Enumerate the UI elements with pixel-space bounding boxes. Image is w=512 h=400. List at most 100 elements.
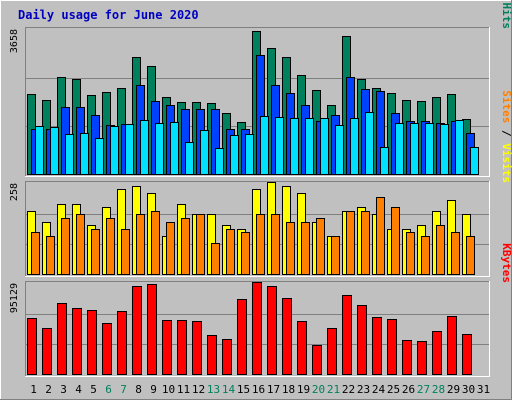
bar-kbytes-day-17 <box>267 286 277 375</box>
bar-sites-day-4 <box>76 214 85 275</box>
bar-kbytes-day-12 <box>192 321 202 375</box>
panel-1: 3658 Pages / Files / Hits <box>9 0 512 177</box>
bar-pages-day-4 <box>80 133 89 175</box>
bar-kbytes-day-25 <box>387 319 397 375</box>
bar-kbytes-day-10 <box>162 320 172 375</box>
day-label-7: 7 <box>120 383 127 396</box>
day-label-31: 31 <box>477 383 490 396</box>
day-label-8: 8 <box>135 383 142 396</box>
bar-sites-day-25 <box>391 207 400 275</box>
day-label-27: 27 <box>417 383 430 396</box>
day-label-11: 11 <box>177 383 190 396</box>
bar-kbytes-day-16 <box>252 282 262 375</box>
day-axis-labels: 1 2 3 4 5 6 7 8 9 10 11 12 13 14 15 16 17 18 19 20 21 22 23 24 2… <box>30 383 490 396</box>
day-label-21: 21 <box>327 383 340 396</box>
bar-sites-day-19 <box>301 222 310 275</box>
bar-kbytes-day-26 <box>402 340 412 375</box>
day-label-1: 1 <box>30 383 37 396</box>
bar-kbytes-day-21 <box>327 328 337 375</box>
day-label-24: 24 <box>372 383 386 396</box>
bar-pages-day-1 <box>35 126 44 175</box>
bar-pages-day-20 <box>320 118 329 175</box>
bar-kbytes-day-2 <box>42 328 52 375</box>
day-label-15: 15 <box>237 383 250 396</box>
bar-kbytes-day-13 <box>207 335 217 375</box>
bar-pages-day-26 <box>410 123 419 175</box>
bar-kbytes-day-27 <box>417 341 427 375</box>
bar-sites-day-6 <box>106 218 115 275</box>
day-label-4: 4 <box>75 383 82 396</box>
bar-pages-day-6 <box>110 126 119 175</box>
bar-kbytes-day-22 <box>342 295 352 375</box>
bar-pages-day-7 <box>125 124 134 175</box>
bar-sites-day-28 <box>436 225 445 275</box>
bar-pages-day-28 <box>440 124 449 175</box>
day-label-12: 12 <box>192 383 205 396</box>
bar-sites-day-8 <box>136 214 145 275</box>
bar-kbytes-day-29 <box>447 316 457 375</box>
day-label-26: 26 <box>402 383 415 396</box>
day-label-19: 19 <box>297 383 310 396</box>
bar-sites-day-17 <box>271 214 280 275</box>
chart-panels: 3658 Pages / Files / Hits 258 Sites / Visit… <box>9 0 512 377</box>
bar-sites-day-22 <box>346 211 355 275</box>
bar-sites-day-20 <box>316 218 325 275</box>
series-pages <box>35 112 479 175</box>
day-label-13: 13 <box>207 383 220 396</box>
day-label-25: 25 <box>387 383 400 396</box>
bar-kbytes-day-18 <box>282 298 292 375</box>
bar-sites-day-21 <box>331 236 340 275</box>
panel-2: 258 Sites / Visits <box>9 90 512 277</box>
bar-pages-day-14 <box>230 135 239 175</box>
side-label-part: Sites <box>500 90 512 123</box>
bar-sites-day-14 <box>226 229 235 275</box>
bar-sites-day-2 <box>46 236 55 275</box>
bar-kbytes-day-19 <box>297 321 307 375</box>
bar-pages-day-19 <box>305 118 314 175</box>
bar-sites-day-11 <box>181 218 190 275</box>
bar-kbytes-day-8 <box>132 286 142 375</box>
bar-sites-day-16 <box>256 214 265 275</box>
bar-kbytes-day-9 <box>147 284 157 375</box>
bar-kbytes-day-4 <box>72 308 82 375</box>
side-label-part: Visits <box>500 143 512 183</box>
bar-pages-day-16 <box>260 116 269 175</box>
panel-side-label: KBytes <box>500 243 512 283</box>
day-label-5: 5 <box>90 383 97 396</box>
bar-kbytes-day-24 <box>372 317 382 375</box>
bar-sites-day-7 <box>121 229 130 275</box>
bar-pages-day-29 <box>455 120 464 175</box>
bar-kbytes-day-20 <box>312 345 322 375</box>
bar-pages-day-23 <box>365 112 374 175</box>
day-label-6: 6 <box>105 383 112 396</box>
bar-sites-day-27 <box>421 236 430 275</box>
chart-title: Daily usage for June 2020 <box>18 8 199 22</box>
day-label-18: 18 <box>282 383 295 396</box>
bar-sites-day-18 <box>286 222 295 275</box>
bar-pages-day-27 <box>425 123 434 175</box>
bar-sites-day-1 <box>31 232 40 275</box>
side-label-part: / <box>500 0 512 3</box>
day-label-22: 22 <box>342 383 355 396</box>
day-label-29: 29 <box>447 383 460 396</box>
bar-kbytes-day-28 <box>432 331 442 375</box>
panel-max-label: 95129 <box>9 283 20 313</box>
bar-sites-day-30 <box>466 236 475 275</box>
bar-sites-day-29 <box>451 232 460 275</box>
day-label-28: 28 <box>432 383 445 396</box>
panel-max-label: 3658 <box>9 29 20 53</box>
bar-pages-day-22 <box>350 118 359 175</box>
bar-pages-day-18 <box>290 118 299 175</box>
panel-3: 95129 KBytes <box>9 243 512 377</box>
bar-sites-day-15 <box>241 232 250 275</box>
series-sites <box>31 197 475 275</box>
day-label-30: 30 <box>462 383 475 396</box>
side-label-part: Hits <box>500 3 512 30</box>
bar-pages-day-11 <box>185 142 194 175</box>
bar-sites-day-23 <box>361 211 370 275</box>
side-label-part: / <box>500 123 512 143</box>
bar-sites-day-26 <box>406 232 415 275</box>
bar-sites-day-10 <box>166 222 175 275</box>
day-label-20: 20 <box>312 383 325 396</box>
bar-sites-day-24 <box>376 197 385 275</box>
